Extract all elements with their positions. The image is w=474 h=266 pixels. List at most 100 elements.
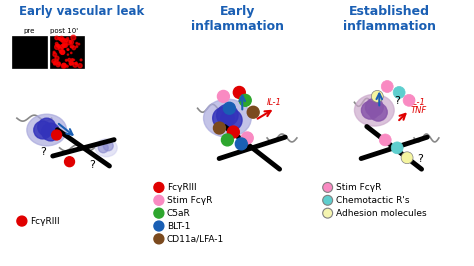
Circle shape — [371, 90, 383, 102]
Circle shape — [38, 118, 55, 136]
Text: CD11a/LFA-1: CD11a/LFA-1 — [167, 234, 224, 243]
Circle shape — [57, 60, 58, 61]
Circle shape — [213, 122, 226, 134]
Circle shape — [61, 51, 64, 54]
Circle shape — [17, 216, 27, 226]
Circle shape — [70, 41, 71, 43]
Circle shape — [393, 86, 405, 98]
Circle shape — [52, 59, 55, 63]
Circle shape — [70, 40, 73, 44]
Circle shape — [80, 59, 82, 61]
Circle shape — [55, 43, 58, 45]
Circle shape — [66, 38, 69, 40]
Circle shape — [64, 157, 74, 167]
Circle shape — [59, 38, 61, 40]
Circle shape — [379, 134, 391, 146]
Circle shape — [62, 44, 65, 47]
Circle shape — [62, 38, 66, 43]
Circle shape — [62, 43, 66, 47]
Circle shape — [60, 51, 62, 53]
Circle shape — [154, 221, 164, 231]
Circle shape — [323, 182, 333, 192]
Circle shape — [68, 59, 71, 61]
Circle shape — [53, 51, 55, 53]
Circle shape — [391, 142, 403, 154]
Circle shape — [154, 234, 164, 244]
Text: ?: ? — [40, 147, 46, 157]
Circle shape — [71, 52, 72, 53]
Text: Stim FcγR: Stim FcγR — [336, 183, 381, 192]
Circle shape — [56, 44, 59, 47]
Circle shape — [65, 59, 67, 61]
Circle shape — [73, 63, 77, 67]
Circle shape — [71, 45, 73, 48]
Circle shape — [58, 37, 60, 39]
Circle shape — [228, 126, 239, 138]
Circle shape — [67, 54, 69, 55]
Circle shape — [70, 64, 71, 65]
Circle shape — [369, 103, 387, 121]
FancyBboxPatch shape — [50, 36, 84, 68]
Circle shape — [57, 62, 60, 65]
Text: FcγRIII: FcγRIII — [30, 217, 59, 226]
Circle shape — [72, 46, 76, 50]
Ellipse shape — [203, 99, 251, 137]
Circle shape — [239, 94, 251, 106]
Circle shape — [235, 138, 247, 150]
Circle shape — [61, 64, 66, 68]
Circle shape — [98, 143, 108, 153]
Text: Chemotactic R's: Chemotactic R's — [336, 196, 409, 205]
Circle shape — [64, 64, 65, 66]
Circle shape — [71, 35, 76, 40]
Circle shape — [75, 63, 77, 65]
Circle shape — [403, 94, 415, 106]
Text: Adhesion molecules: Adhesion molecules — [336, 209, 426, 218]
Text: IL-1: IL-1 — [411, 98, 426, 107]
Circle shape — [154, 208, 164, 218]
Circle shape — [62, 63, 66, 67]
Text: FcγRIII: FcγRIII — [167, 183, 196, 192]
Circle shape — [60, 45, 64, 49]
Circle shape — [57, 44, 60, 48]
Circle shape — [154, 182, 164, 192]
Ellipse shape — [27, 114, 66, 146]
Circle shape — [76, 43, 78, 44]
Text: Early vascular leak: Early vascular leak — [19, 5, 144, 18]
Ellipse shape — [95, 139, 117, 157]
Text: BLT-1: BLT-1 — [167, 222, 190, 231]
Circle shape — [323, 208, 333, 218]
Text: post 10': post 10' — [49, 28, 78, 34]
Circle shape — [60, 38, 64, 42]
Text: Early
inflammation: Early inflammation — [191, 5, 284, 33]
Circle shape — [60, 50, 64, 55]
Circle shape — [76, 62, 77, 63]
Text: Stim FcγR: Stim FcγR — [167, 196, 212, 205]
Circle shape — [66, 40, 71, 45]
Circle shape — [59, 47, 63, 51]
Text: ?: ? — [90, 160, 95, 170]
Circle shape — [381, 81, 393, 92]
Circle shape — [72, 59, 73, 61]
Circle shape — [78, 64, 82, 68]
Circle shape — [68, 49, 69, 50]
Circle shape — [401, 152, 413, 164]
Circle shape — [69, 61, 73, 65]
Circle shape — [66, 65, 68, 67]
Circle shape — [323, 195, 333, 205]
Text: TNF: TNF — [411, 106, 427, 115]
Text: ?: ? — [394, 96, 400, 106]
Circle shape — [67, 48, 69, 50]
Text: C5aR: C5aR — [167, 209, 191, 218]
Circle shape — [42, 123, 60, 141]
Circle shape — [217, 105, 238, 126]
Circle shape — [221, 134, 233, 146]
Circle shape — [103, 141, 113, 151]
Circle shape — [78, 43, 80, 45]
Circle shape — [70, 46, 72, 47]
Circle shape — [55, 56, 59, 60]
Circle shape — [247, 106, 259, 118]
Circle shape — [54, 63, 55, 65]
Circle shape — [60, 36, 63, 40]
Circle shape — [70, 62, 73, 65]
Circle shape — [213, 107, 234, 129]
